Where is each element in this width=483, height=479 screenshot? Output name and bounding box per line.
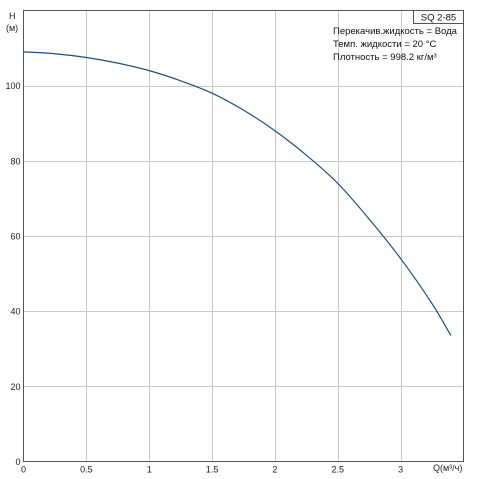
y-tick-label: 80 (10, 156, 20, 166)
info-line-density: Плотность = 998.2 кг/м³ (333, 52, 437, 63)
tick-labels: 0 0.5 1 1.5 2 2.5 3 0 20 40 60 80 100 (5, 81, 403, 474)
y-tick-label: 40 (10, 307, 20, 317)
info-line-temperature: Темп. жидкости = 20 °C (333, 39, 436, 50)
series-layer (23, 51, 452, 336)
grid-lines (23, 10, 464, 462)
series-line (23, 51, 452, 336)
y-tick-label: 20 (10, 382, 20, 392)
x-axis-label: Q(м³/ч) (433, 463, 462, 473)
x-tick-label: 0.5 (80, 465, 93, 475)
chart-title: SQ 2-85 (421, 13, 456, 24)
y-axis-unit: (м) (6, 23, 18, 33)
plot-frame (23, 10, 464, 462)
x-tick-label: 1.5 (206, 465, 219, 475)
y-tick-label: 60 (10, 232, 20, 242)
x-tick-label: 3 (398, 465, 403, 475)
x-tick-label: 2.5 (332, 465, 345, 475)
y-tick-label: 100 (5, 81, 20, 91)
x-tick-label: 0 (21, 465, 26, 475)
title-box (413, 10, 464, 24)
x-tick-label: 2 (272, 465, 277, 475)
x-tick-label: 1 (147, 465, 152, 475)
y-tick-label: 0 (15, 457, 20, 467)
y-axis-label: H (9, 11, 16, 21)
info-line-liquid: Перекачив.жидкость = Вода (333, 26, 458, 37)
